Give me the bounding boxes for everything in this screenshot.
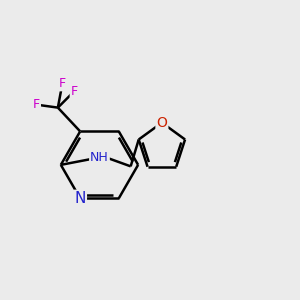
Text: F: F	[70, 85, 78, 98]
Text: O: O	[157, 116, 167, 130]
Text: F: F	[59, 77, 66, 90]
Text: F: F	[33, 98, 40, 111]
Text: NH: NH	[90, 151, 109, 164]
Text: N: N	[74, 191, 86, 206]
